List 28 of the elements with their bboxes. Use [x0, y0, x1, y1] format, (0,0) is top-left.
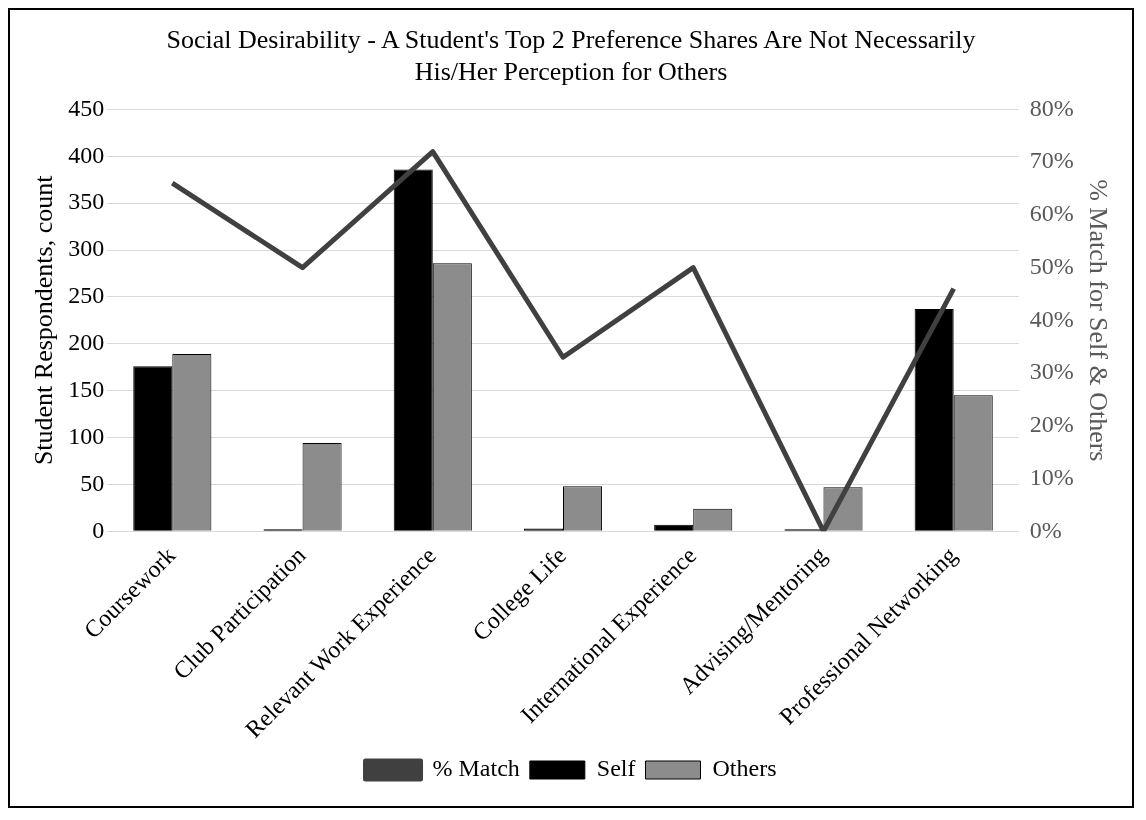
- y2-tick-label: 0%: [1029, 516, 1062, 543]
- y-tick-label: 0: [92, 516, 105, 543]
- legend-label: % Match: [432, 755, 520, 782]
- chart-title: Social Desirability - A Student's Top 2 Preference Shares Are Not Necessarily His/Her Perception for Others: [165, 24, 977, 88]
- y-tick-label: 200: [68, 329, 105, 356]
- y2-tick-label: 60%: [1029, 200, 1074, 227]
- y-tick-label: 350: [68, 188, 105, 215]
- y2-axis-title: % Match for Self & Others: [1083, 179, 1113, 462]
- bar: [133, 366, 173, 531]
- legend-label: Others: [712, 755, 777, 782]
- legend-label: Self: [596, 755, 636, 782]
- y2-tick-label: 70%: [1029, 147, 1074, 174]
- y-axis-title: Student Respondents, count: [29, 174, 59, 466]
- y2-tick-label: 50%: [1029, 252, 1074, 279]
- y-tick-label: 50: [80, 469, 105, 496]
- y-tick-label: 150: [68, 375, 105, 402]
- y-tick-label: 300: [68, 235, 105, 262]
- bar: [914, 309, 954, 531]
- y2-tick-label: 80%: [1029, 94, 1074, 121]
- y-tick-label: 400: [68, 141, 105, 168]
- y2-tick-label: 40%: [1029, 305, 1074, 332]
- y2-tick-label: 20%: [1029, 411, 1074, 438]
- y2-tick-label: 30%: [1029, 358, 1074, 385]
- y2-tick-label: 10%: [1029, 463, 1074, 490]
- y-tick-label: 250: [68, 282, 105, 309]
- y-tick-label: 450: [68, 94, 105, 121]
- y-tick-label: 100: [68, 422, 105, 449]
- bar: [393, 169, 433, 531]
